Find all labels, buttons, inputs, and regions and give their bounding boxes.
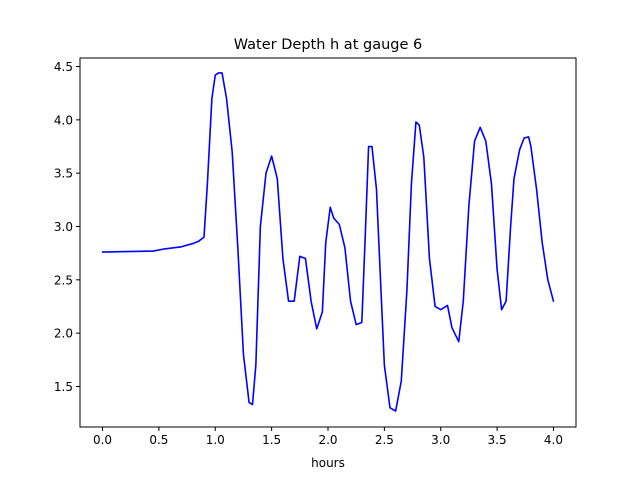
y-tick-label: 4.0	[54, 113, 73, 127]
x-tick-label: 0.0	[93, 433, 112, 447]
x-tick-label: 4.0	[544, 433, 563, 447]
x-tick-label: 1.0	[206, 433, 225, 447]
x-axis-title: hours	[311, 456, 345, 470]
plot-area: 0.0 0.5 1.0 1.5 2.0 2.5 3.0 3.5 4.0 1.5 2.0 2.5 3.0 3…	[54, 57, 577, 447]
x-tick-label: 2.5	[375, 433, 394, 447]
chart-title: Water Depth h at gauge 6	[234, 37, 422, 53]
y-tick-label: 2.5	[54, 273, 73, 287]
y-tick-label: 3.5	[54, 167, 73, 181]
x-tick-label: 3.5	[488, 433, 507, 447]
x-tick-label: 1.5	[262, 433, 281, 447]
x-tick-label: 3.0	[431, 433, 450, 447]
y-tick-label: 1.5	[54, 380, 73, 394]
series-line-0	[101, 72, 555, 412]
x-tick-label: 0.5	[149, 433, 168, 447]
y-tick-label: 2.0	[54, 327, 73, 341]
x-tick-label: 2.0	[318, 433, 337, 447]
y-tick-label: 3.0	[54, 220, 73, 234]
y-tick-label: 4.5	[54, 60, 73, 74]
